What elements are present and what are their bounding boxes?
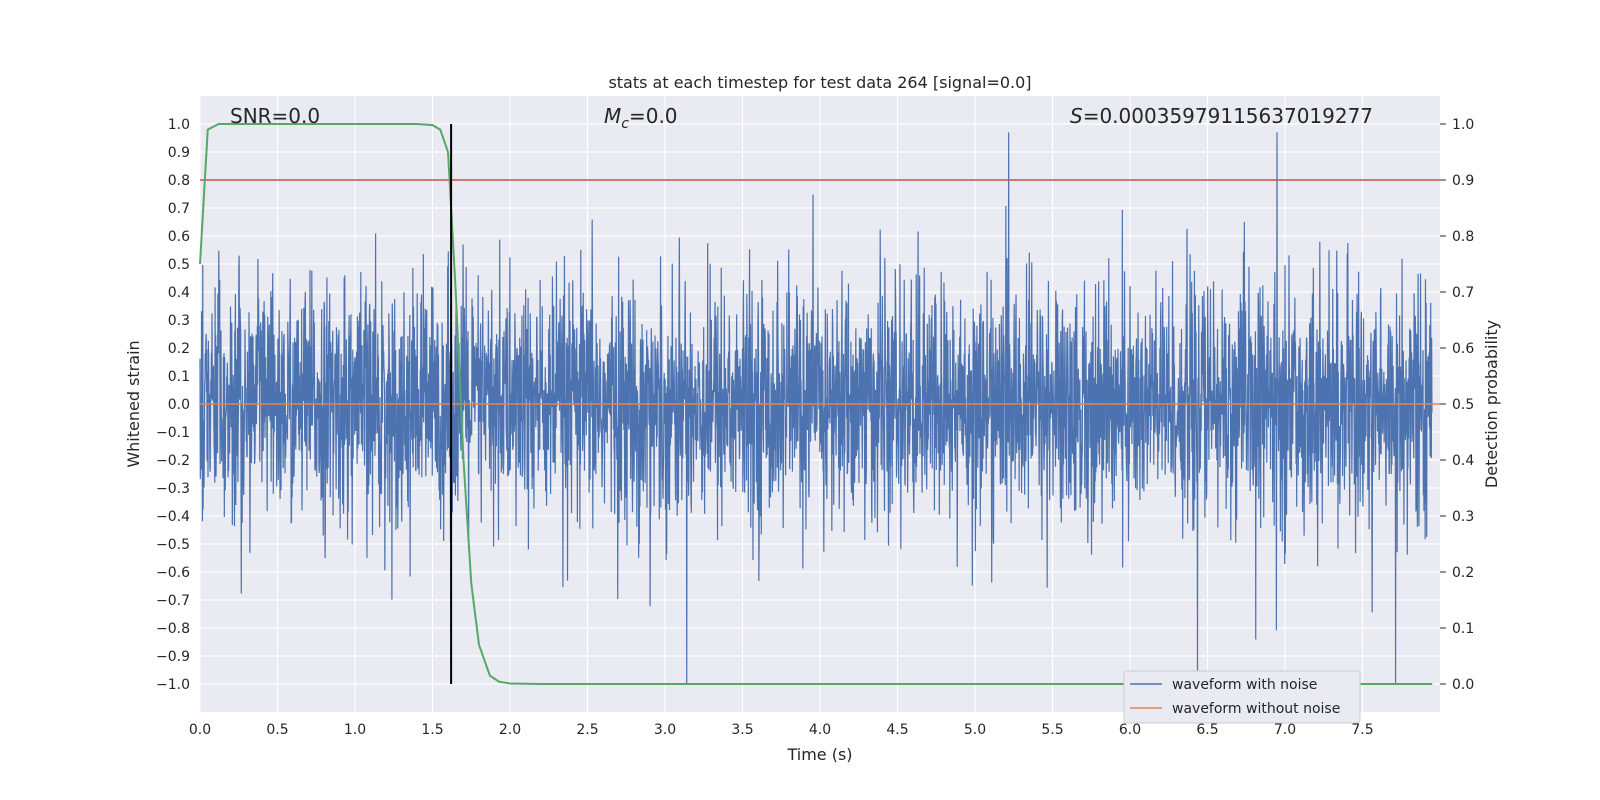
x-axis-label: Time (s) xyxy=(786,745,852,764)
y-tick-label: 1.0 xyxy=(168,117,190,133)
x-tick-label: 5.5 xyxy=(1041,722,1063,738)
y-tick-label: −0.4 xyxy=(156,509,190,525)
y-tick-label: 0.8 xyxy=(168,173,190,189)
x-tick-label: 6.5 xyxy=(1196,722,1218,738)
x-axis-ticks: 0.0 0.5 1.0 1.5 2.0 2.5 3.0 3.5 4.0 4.5 5.0 5.5 6.0 6… xyxy=(189,722,1374,738)
y2-tick-label: 0.3 xyxy=(1452,509,1474,525)
y-axis-label: Whitened strain xyxy=(124,340,143,467)
legend: waveform with noise waveform without noi… xyxy=(1123,670,1361,724)
y2-tick-label: 0.9 xyxy=(1452,173,1474,189)
y-axis-ticks: 1.0 0.9 0.8 0.7 0.6 0.5 0.4 0.3 0.2 0.1 0.0 −0.1 −0.… xyxy=(156,117,190,693)
x-tick-label: 0.0 xyxy=(189,722,211,738)
y-tick-label: −0.5 xyxy=(156,537,190,553)
y-tick-label: 0.0 xyxy=(168,397,190,413)
y-tick-label: 0.6 xyxy=(168,229,190,245)
y-tick-label: 0.7 xyxy=(168,201,190,217)
y-tick-label: 0.5 xyxy=(168,257,190,273)
legend-label-noise: waveform with noise xyxy=(1172,677,1317,693)
y-tick-label: −0.1 xyxy=(156,425,190,441)
y-tick-label: 0.1 xyxy=(168,369,190,385)
x-tick-label: 4.5 xyxy=(886,722,908,738)
y2-axis-ticks: 1.0 0.9 0.8 0.7 0.6 0.5 0.4 0.3 0.2 0.1 0.0 xyxy=(1440,117,1474,693)
x-tick-label: 5.0 xyxy=(964,722,986,738)
noise-trace xyxy=(199,132,1433,685)
x-tick-label: 7.0 xyxy=(1274,722,1296,738)
snr-annotation: SNR=0.0 xyxy=(230,104,320,128)
legend-box xyxy=(1123,670,1361,724)
x-tick-label: 0.5 xyxy=(266,722,288,738)
y2-tick-label: 0.5 xyxy=(1452,397,1474,413)
y-tick-label: 0.2 xyxy=(168,341,190,357)
x-tick-label: 1.5 xyxy=(421,722,443,738)
chart-title: stats at each timestep for test data 264… xyxy=(608,73,1031,92)
y-tick-label: −0.6 xyxy=(156,565,190,581)
x-tick-label: 3.5 xyxy=(731,722,753,738)
detection-probability-line xyxy=(199,123,1433,685)
x-tick-label: 6.0 xyxy=(1119,722,1141,738)
score-annotation: S=0.00035979115637019277 xyxy=(1070,104,1373,128)
x-tick-label: 3.0 xyxy=(654,722,676,738)
y2-tick-label: 0.6 xyxy=(1452,341,1474,357)
y2-tick-label: 0.8 xyxy=(1452,229,1474,245)
x-tick-label: 1.0 xyxy=(344,722,366,738)
y-tick-label: −0.9 xyxy=(156,649,190,665)
x-tick-label: 2.0 xyxy=(499,722,521,738)
y2-axis-label: Detection probability xyxy=(1482,320,1501,488)
x-tick-label: 7.5 xyxy=(1351,722,1373,738)
chirp-mass-annotation: Mc=0.0 xyxy=(604,104,678,132)
y2-tick-label: 0.1 xyxy=(1452,621,1474,637)
x-tick-label: 2.5 xyxy=(576,722,598,738)
y-tick-label: 0.4 xyxy=(168,285,190,301)
y-tick-label: 0.3 xyxy=(168,313,190,329)
y-tick-label: −0.3 xyxy=(156,481,190,497)
y-tick-label: −0.2 xyxy=(156,453,190,469)
y-tick-label: 0.9 xyxy=(168,145,190,161)
y2-tick-label: 0.0 xyxy=(1452,677,1474,693)
waveform-with-noise xyxy=(199,132,1433,685)
y-tick-label: −1.0 xyxy=(156,677,190,693)
y2-tick-label: 1.0 xyxy=(1452,117,1474,133)
y-tick-label: −0.7 xyxy=(156,593,190,609)
y2-tick-label: 0.2 xyxy=(1452,565,1474,581)
y2-tick-label: 0.7 xyxy=(1452,285,1474,301)
legend-label-clean: waveform without noise xyxy=(1172,701,1340,717)
y2-tick-label: 0.4 xyxy=(1452,453,1474,469)
y-tick-label: −0.8 xyxy=(156,621,190,637)
x-tick-label: 4.0 xyxy=(809,722,831,738)
